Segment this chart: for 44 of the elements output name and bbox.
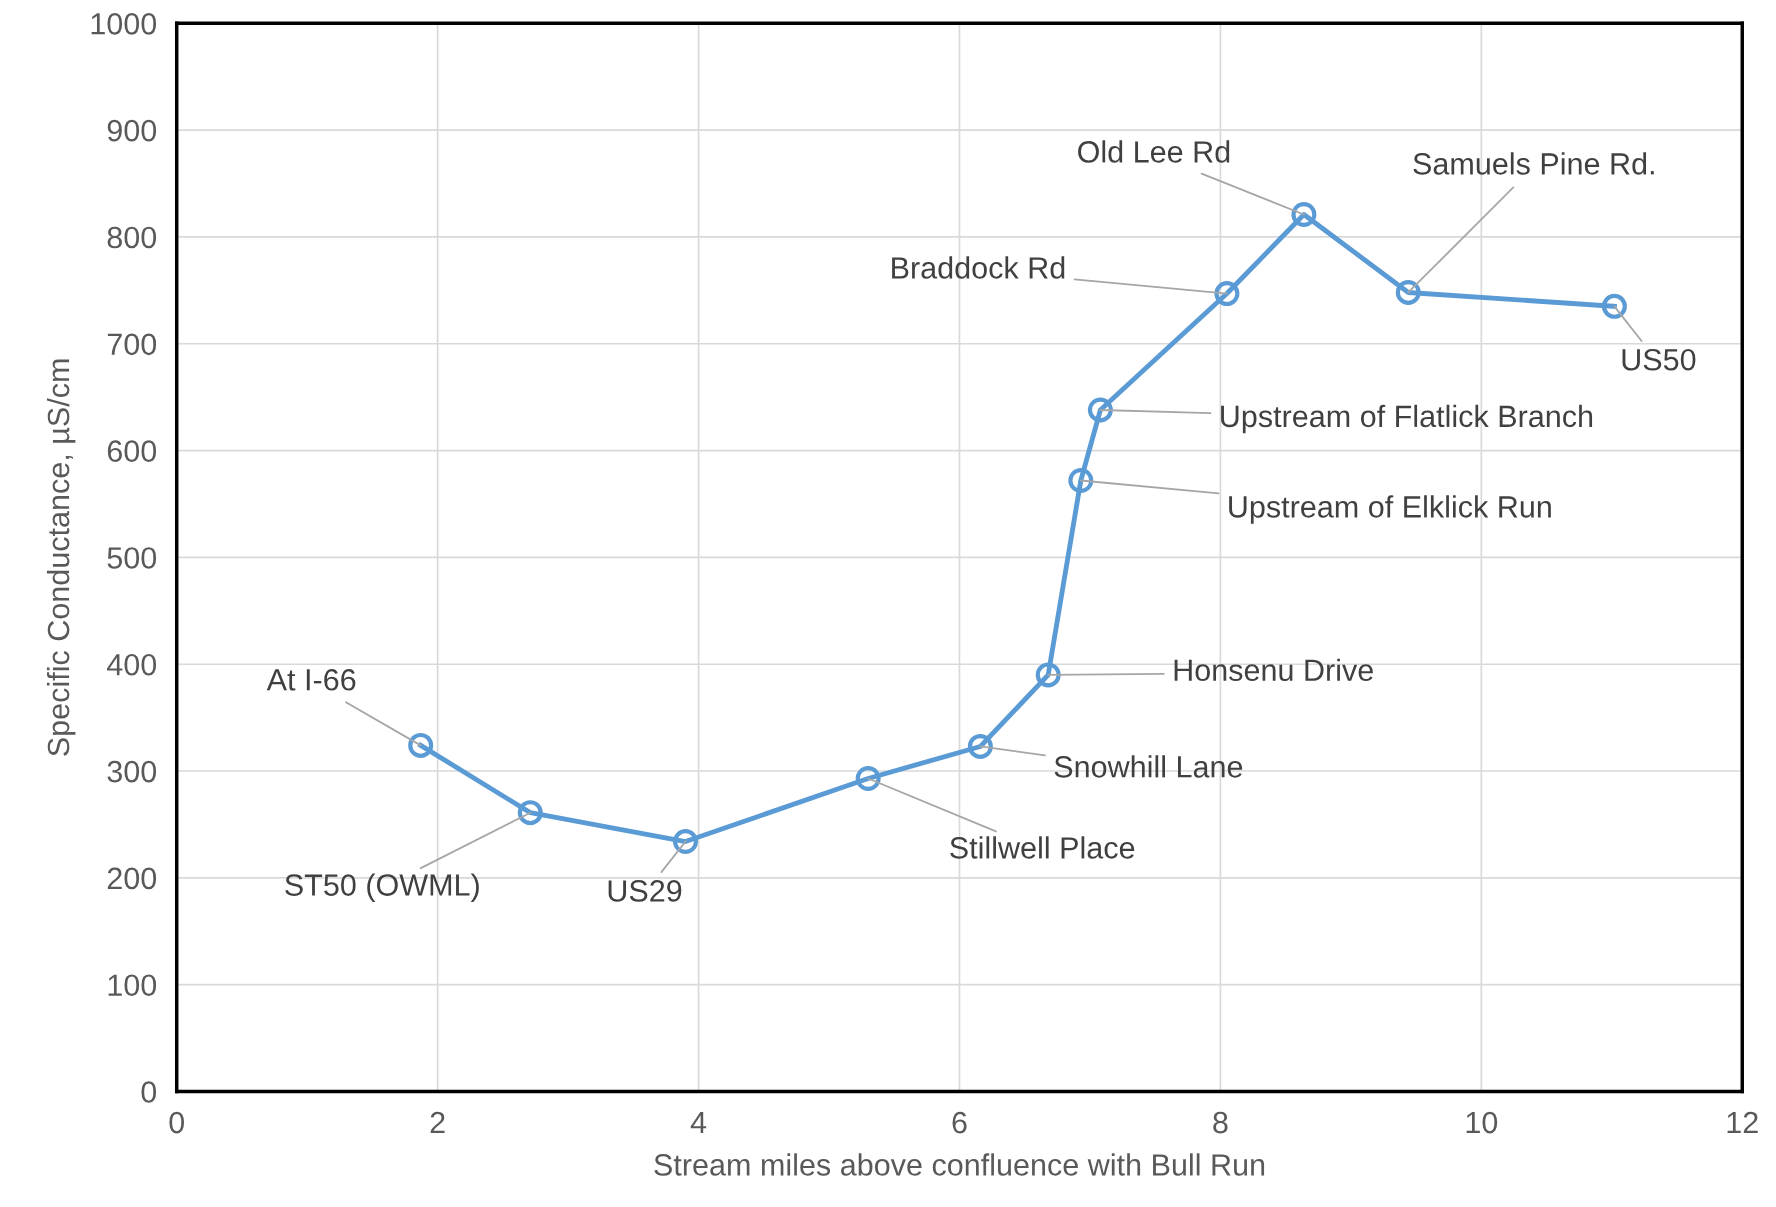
x-tick-label: 0 [169, 1111, 185, 1134]
y-tick-label: 100 [108, 974, 157, 997]
annotation: Upstream of Flatlick Branch [1221, 404, 1593, 434]
annotation: Braddock Rd [892, 256, 1065, 279]
y-tick-label: 0 [141, 1081, 157, 1103]
annotation: Samuels Pine Rd. [1413, 152, 1654, 175]
point [855, 766, 881, 792]
annotation: Old Lee Rd [1078, 140, 1230, 163]
point [673, 829, 699, 855]
x-tick-label: 4 [690, 1112, 707, 1134]
y-tick-label: 800 [107, 226, 157, 249]
x-tick-label: 12 [1727, 1111, 1758, 1134]
annotation: Upstream of Elklick Run [1229, 495, 1551, 524]
x-axis-title: Stream miles above confluence with Bull Run [654, 1153, 1265, 1176]
y-axis-title: Specific Conductance, µS/cm [46, 359, 76, 756]
point [517, 800, 543, 826]
x-tick-label: 8 [1213, 1111, 1228, 1134]
x-tick-label: 10 [1466, 1111, 1498, 1134]
y-tick-label: 700 [107, 333, 157, 356]
y-tick-label: 200 [107, 867, 157, 890]
annotation: Honsenu Drive [1174, 658, 1373, 682]
y-tick-label: 400 [106, 653, 157, 676]
annotation: US29 [608, 880, 682, 902]
point [1395, 279, 1421, 305]
point [1068, 467, 1094, 493]
y-tick-label: 900 [107, 119, 157, 142]
point [1087, 397, 1113, 423]
point [967, 733, 993, 759]
point [408, 732, 434, 758]
y-tick-label: 600 [107, 440, 157, 462]
y-tick-label: 1000 [91, 13, 157, 35]
point [1035, 662, 1061, 688]
annotation: Snowhill Lane [1054, 755, 1243, 778]
point [1601, 293, 1627, 319]
annotation: ST50 (OWML) [285, 873, 479, 902]
y-tick-label: 500 [107, 547, 157, 569]
x-tick-label: 6 [952, 1111, 967, 1134]
point [1214, 281, 1240, 307]
annotation: Stillwell Place [950, 836, 1135, 859]
annotation: At I-66 [266, 668, 356, 691]
y-tick-label: 300 [107, 760, 157, 783]
x-tick-label: 2 [430, 1111, 445, 1134]
annotation: US50 [1622, 348, 1696, 371]
point [1291, 201, 1317, 228]
